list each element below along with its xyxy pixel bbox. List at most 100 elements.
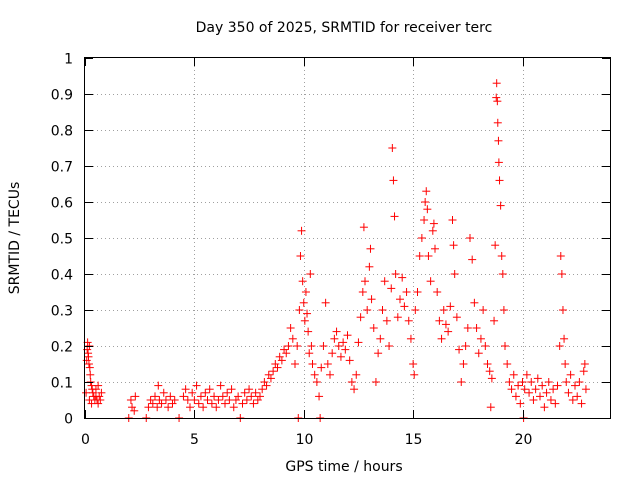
data-point <box>205 385 214 394</box>
data-point <box>514 381 523 390</box>
x-tick-label: 5 <box>190 432 199 448</box>
data-point <box>297 226 306 235</box>
data-point <box>334 342 343 350</box>
data-point <box>266 374 275 383</box>
data-point <box>579 367 588 376</box>
data-point <box>487 374 496 383</box>
data-point <box>466 234 474 242</box>
data-point <box>359 223 368 232</box>
data-point <box>221 399 229 408</box>
data-point <box>273 363 282 372</box>
series-srmtid <box>82 79 590 422</box>
data-point <box>307 342 316 350</box>
data-point <box>128 403 137 412</box>
data-point <box>347 378 356 386</box>
data-point <box>284 342 293 350</box>
data-point <box>431 244 439 253</box>
data-point <box>472 324 481 332</box>
data-point <box>429 219 438 228</box>
y-tick-label: 0.7 <box>51 160 73 176</box>
data-point <box>556 252 565 260</box>
data-point <box>491 241 500 250</box>
data-point <box>96 396 105 404</box>
axis-ticks <box>85 58 610 419</box>
data-point <box>321 298 330 307</box>
y-axis-label: SRMTID / TECUs <box>7 182 23 295</box>
data-point <box>495 176 504 185</box>
data-point <box>303 309 312 318</box>
data-point <box>444 327 453 336</box>
data-point <box>319 342 328 350</box>
data-point <box>227 385 236 394</box>
x-tick-label: 10 <box>296 432 314 448</box>
data-point <box>553 381 562 390</box>
data-point <box>573 392 582 401</box>
data-point <box>509 370 518 379</box>
data-point <box>218 392 227 401</box>
data-point <box>164 403 173 412</box>
data-point <box>315 392 324 401</box>
y-tick-label: 0.2 <box>51 340 73 356</box>
data-point <box>520 385 529 394</box>
data-point <box>275 352 284 361</box>
data-point <box>85 396 94 404</box>
data-point <box>153 403 162 412</box>
data-point <box>203 396 212 404</box>
data-point <box>199 403 208 412</box>
data-point <box>212 403 221 412</box>
data-point <box>497 252 506 260</box>
data-point <box>398 273 407 282</box>
data-point <box>293 342 302 350</box>
data-point <box>231 396 240 404</box>
data-point <box>194 399 203 408</box>
data-point <box>269 367 278 376</box>
data-point <box>350 385 359 394</box>
data-point <box>306 270 315 278</box>
data-point <box>85 363 94 372</box>
data-point <box>300 316 309 325</box>
data-point <box>402 288 411 296</box>
data-point <box>131 392 140 401</box>
data-point <box>223 388 232 397</box>
data-point <box>247 392 256 401</box>
data-point <box>288 334 297 343</box>
data-point <box>483 360 492 368</box>
data-point <box>417 234 426 242</box>
data-point <box>555 342 564 350</box>
data-point <box>437 334 446 343</box>
data-point <box>271 360 280 368</box>
data-point <box>170 396 179 404</box>
data-point <box>424 252 433 260</box>
data-point <box>441 320 450 329</box>
plot-frame <box>84 57 611 419</box>
data-point <box>468 255 477 264</box>
data-point <box>130 406 139 415</box>
data-point <box>531 385 540 394</box>
data-point <box>148 399 157 408</box>
x-tick-label: 15 <box>405 432 423 448</box>
data-point <box>522 370 531 379</box>
data-point <box>479 306 488 314</box>
data-point <box>481 342 490 350</box>
data-point <box>435 316 444 325</box>
data-point <box>326 370 334 379</box>
data-point <box>186 403 194 412</box>
data-point <box>525 388 534 397</box>
data-point <box>262 381 271 390</box>
data-point <box>426 277 435 286</box>
data-point <box>295 306 304 314</box>
data-point <box>82 356 91 365</box>
data-point <box>516 399 525 408</box>
x-tick-label: 20 <box>515 432 533 448</box>
data-point <box>423 205 432 214</box>
data-point <box>258 385 267 394</box>
data-point <box>455 345 464 354</box>
data-point <box>389 176 398 185</box>
data-point <box>561 360 570 368</box>
data-point <box>301 288 310 296</box>
data-point <box>354 338 363 347</box>
data-point <box>190 396 199 404</box>
y-tick-label: 0 <box>64 412 73 428</box>
data-point <box>496 201 505 210</box>
data-point <box>188 388 197 397</box>
